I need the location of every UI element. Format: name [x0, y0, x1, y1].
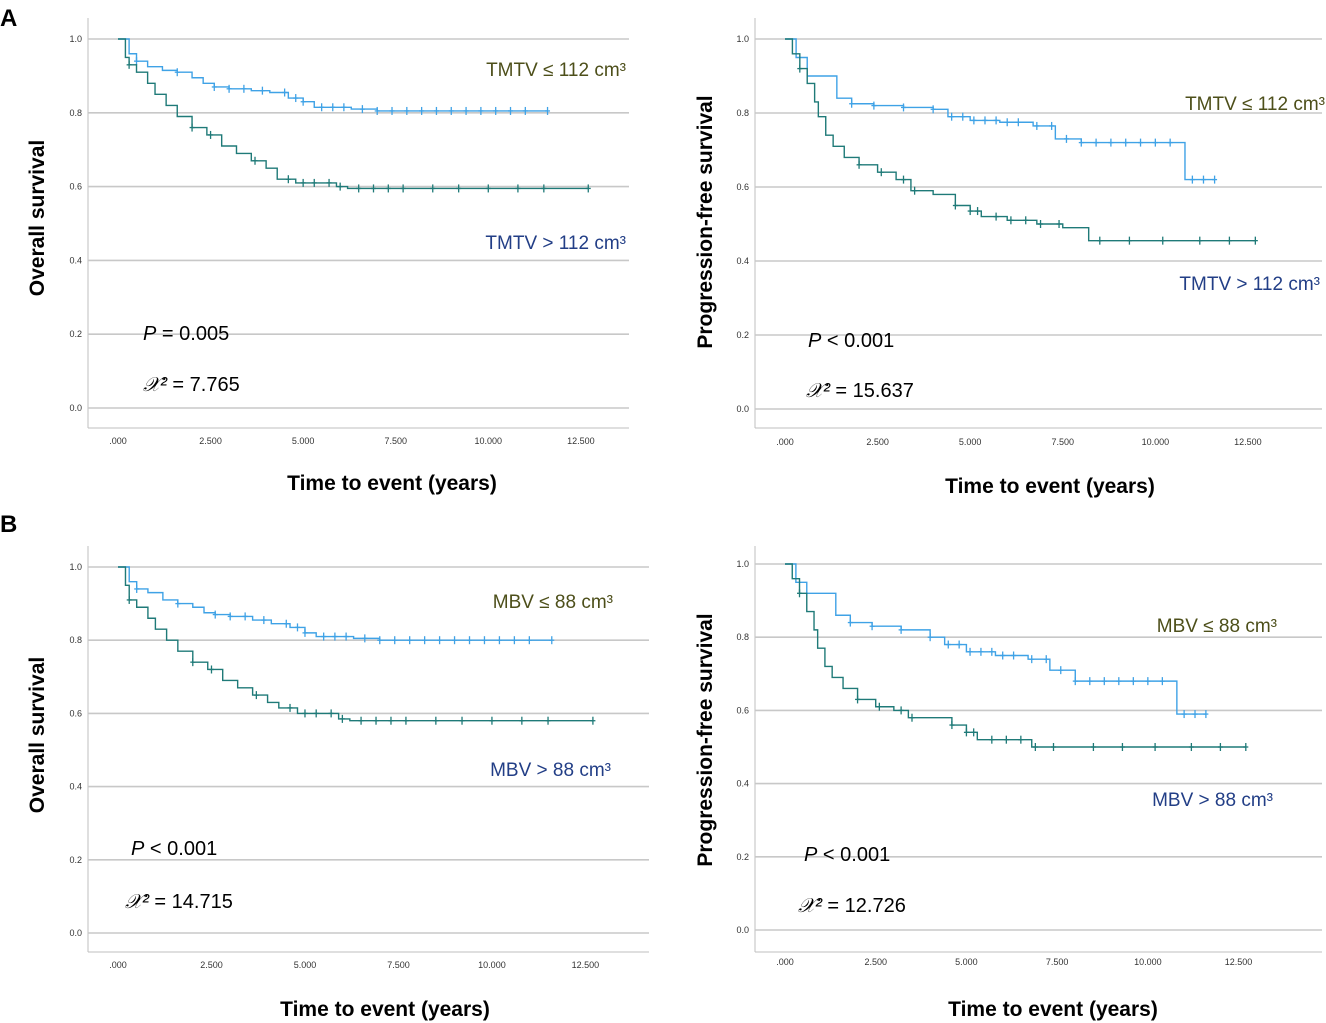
series-label-low: MBV ≤ 88 cm³ [493, 592, 613, 613]
x-tick-label: 10.000 [478, 960, 506, 970]
series-label-high: MBV > 88 cm³ [1152, 790, 1273, 811]
y-tick-label: 0.0 [736, 404, 749, 414]
y-tick-label: 0.4 [69, 782, 82, 792]
x-axis-title: Time to event (years) [287, 472, 497, 495]
y-tick-label: 0.6 [69, 182, 82, 192]
x-tick-label: .000 [109, 436, 127, 446]
y-tick-label: 1.0 [69, 34, 82, 44]
x-tick-label: .000 [776, 437, 794, 447]
y-axis-title: Progression-free survival [694, 613, 717, 866]
x-tick-label: 2.500 [200, 960, 223, 970]
series-label-high: TMTV > 112 cm³ [1179, 274, 1320, 295]
chi-square-value: 𝒳² = 12.726 [798, 895, 906, 917]
y-tick-label: 0.6 [736, 182, 749, 192]
y-tick-label: 0.2 [736, 852, 749, 862]
series-line-low [118, 38, 548, 112]
series-line-high [118, 566, 593, 722]
series-label-low: TMTV ≤ 112 cm³ [486, 60, 626, 81]
panel-label-b: B [0, 511, 17, 538]
y-axis-title: Overall survival [26, 657, 49, 813]
x-tick-label: 10.000 [475, 436, 503, 446]
p-value: P = 0.005 [143, 323, 229, 345]
x-tick-label: 7.500 [1046, 957, 1069, 967]
series-label-low: MBV ≤ 88 cm³ [1157, 616, 1277, 637]
y-tick-label: 0.4 [69, 255, 82, 265]
x-tick-label: 12.500 [567, 436, 595, 446]
km-chart-2: 0.0 0.2 0.4 0.6 0.8 1.0 .000 2.500 5.000 7.500 10.… [694, 18, 1325, 498]
series-label-high: TMTV > 112 cm³ [485, 233, 626, 254]
p-value: P < 0.001 [808, 330, 894, 352]
x-axis-title: Time to event (years) [945, 475, 1155, 498]
series-label-high: MBV > 88 cm³ [490, 760, 611, 781]
x-tick-label: 12.500 [572, 960, 600, 970]
x-tick-label: 2.500 [864, 957, 887, 967]
x-tick-label: 5.000 [292, 436, 315, 446]
y-tick-label: 0.6 [736, 705, 749, 715]
km-chart-3: 0.0 0.2 0.4 0.6 0.8 1.0 .000 2.500 5.000 7.500 10.… [26, 546, 649, 1021]
x-tick-label: .000 [776, 957, 794, 967]
p-value: P < 0.001 [131, 838, 217, 860]
y-tick-label: 0.0 [736, 925, 749, 935]
panel-label-a: A [0, 5, 17, 32]
x-tick-label: 5.000 [955, 957, 978, 967]
x-tick-label: 2.500 [199, 436, 222, 446]
y-tick-label: 0.0 [69, 928, 82, 938]
x-tick-label: .000 [109, 960, 127, 970]
x-tick-label: 7.500 [387, 960, 410, 970]
y-tick-label: 0.2 [69, 855, 82, 865]
x-tick-label: 7.500 [384, 436, 407, 446]
y-tick-label: 0.8 [736, 632, 749, 642]
y-axis-title: Overall survival [26, 140, 49, 296]
x-axis-title: Time to event (years) [280, 998, 490, 1021]
y-tick-label: 0.4 [736, 256, 749, 266]
y-tick-label: 1.0 [69, 562, 82, 572]
x-tick-label: 10.000 [1142, 437, 1170, 447]
y-tick-label: 1.0 [736, 559, 749, 569]
chi-square-value: 𝒳² = 14.715 [125, 891, 233, 913]
chi-square-value: 𝒳² = 15.637 [806, 380, 914, 402]
y-tick-label: 0.8 [736, 108, 749, 118]
x-tick-label: 5.000 [294, 960, 317, 970]
y-tick-label: 0.8 [69, 108, 82, 118]
series-line-high [118, 38, 589, 190]
y-tick-label: 0.2 [736, 330, 749, 340]
y-tick-label: 1.0 [736, 34, 749, 44]
chart-panels: 0.0 0.2 0.4 0.6 0.8 1.0 .000 2.500 5.000 7.500 10.… [26, 18, 1325, 1021]
series-label-low: TMTV ≤ 112 cm³ [1185, 94, 1325, 115]
x-tick-label: 7.500 [1051, 437, 1074, 447]
x-tick-label: 10.000 [1134, 957, 1162, 967]
y-tick-label: 0.8 [69, 635, 82, 645]
y-tick-label: 0.2 [69, 329, 82, 339]
y-tick-label: 0.0 [69, 403, 82, 413]
x-axis-title: Time to event (years) [948, 998, 1158, 1021]
x-tick-label: 5.000 [959, 437, 982, 447]
series-line-high [785, 38, 1256, 242]
p-value: P < 0.001 [804, 844, 890, 866]
y-tick-label: 0.6 [69, 708, 82, 718]
series-line-low [118, 566, 552, 641]
x-tick-label: 2.500 [866, 437, 889, 447]
chi-square-value: 𝒳² = 7.765 [143, 374, 240, 396]
km-chart-4: 0.0 0.2 0.4 0.6 0.8 1.0 .000 2.500 5.000 7.500 10.… [694, 546, 1322, 1021]
y-tick-label: 0.4 [736, 779, 749, 789]
km-chart-1: 0.0 0.2 0.4 0.6 0.8 1.0 .000 2.500 5.000 7.500 10.… [26, 18, 629, 495]
y-axis-title: Progression-free survival [694, 95, 717, 348]
x-tick-label: 12.500 [1225, 957, 1253, 967]
series-line-low [785, 563, 1206, 715]
series-line-low [785, 38, 1215, 181]
x-tick-label: 12.500 [1234, 437, 1262, 447]
